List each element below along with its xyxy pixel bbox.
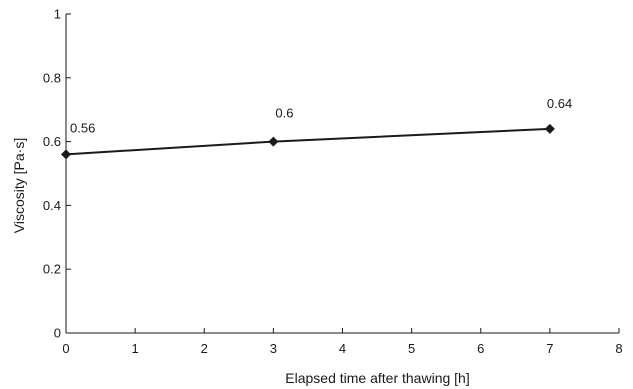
data-point-marker xyxy=(544,123,555,134)
y-tick-label: 1 xyxy=(54,7,61,22)
data-point-marker xyxy=(61,149,71,160)
data-point-marker xyxy=(268,136,279,147)
y-tick-label: 0.4 xyxy=(43,198,61,213)
x-axis-title: Elapsed time after thawing [h] xyxy=(285,370,469,386)
y-axis-ticks: 0 0.2 0.4 0.6 0.8 1 xyxy=(43,7,71,341)
x-tick-label: 4 xyxy=(339,341,346,356)
x-tick-label: 1 xyxy=(132,341,139,356)
x-tick-label: 2 xyxy=(201,341,208,356)
data-label: 0.64 xyxy=(547,96,572,111)
y-tick-label: 0.8 xyxy=(43,70,61,85)
series-line xyxy=(65,127,550,156)
data-label: 0.6 xyxy=(275,106,293,121)
series-group: 0.56 0.6 0.64 xyxy=(61,96,572,160)
y-axis-title: Viscosity [Pa·s] xyxy=(11,138,27,233)
y-tick-label: 0 xyxy=(54,326,61,341)
x-axis-ticks: 0 1 2 3 4 5 6 7 8 xyxy=(62,328,623,356)
y-tick-label: 0.2 xyxy=(43,262,61,277)
x-tick-label: 6 xyxy=(477,341,484,356)
x-tick-label: 8 xyxy=(615,341,622,356)
x-tick-label: 3 xyxy=(270,341,277,356)
x-tick-label: 0 xyxy=(62,341,69,356)
y-tick-label: 0.6 xyxy=(43,134,61,149)
x-tick-label: 5 xyxy=(408,341,415,356)
plot-area: 0 1 2 3 4 5 6 7 8 0 0.2 0.4 0.6 0.8 1 0.56 0.6 0.64 xyxy=(43,7,623,357)
data-label: 0.56 xyxy=(70,120,95,135)
x-tick-label: 7 xyxy=(546,341,553,356)
